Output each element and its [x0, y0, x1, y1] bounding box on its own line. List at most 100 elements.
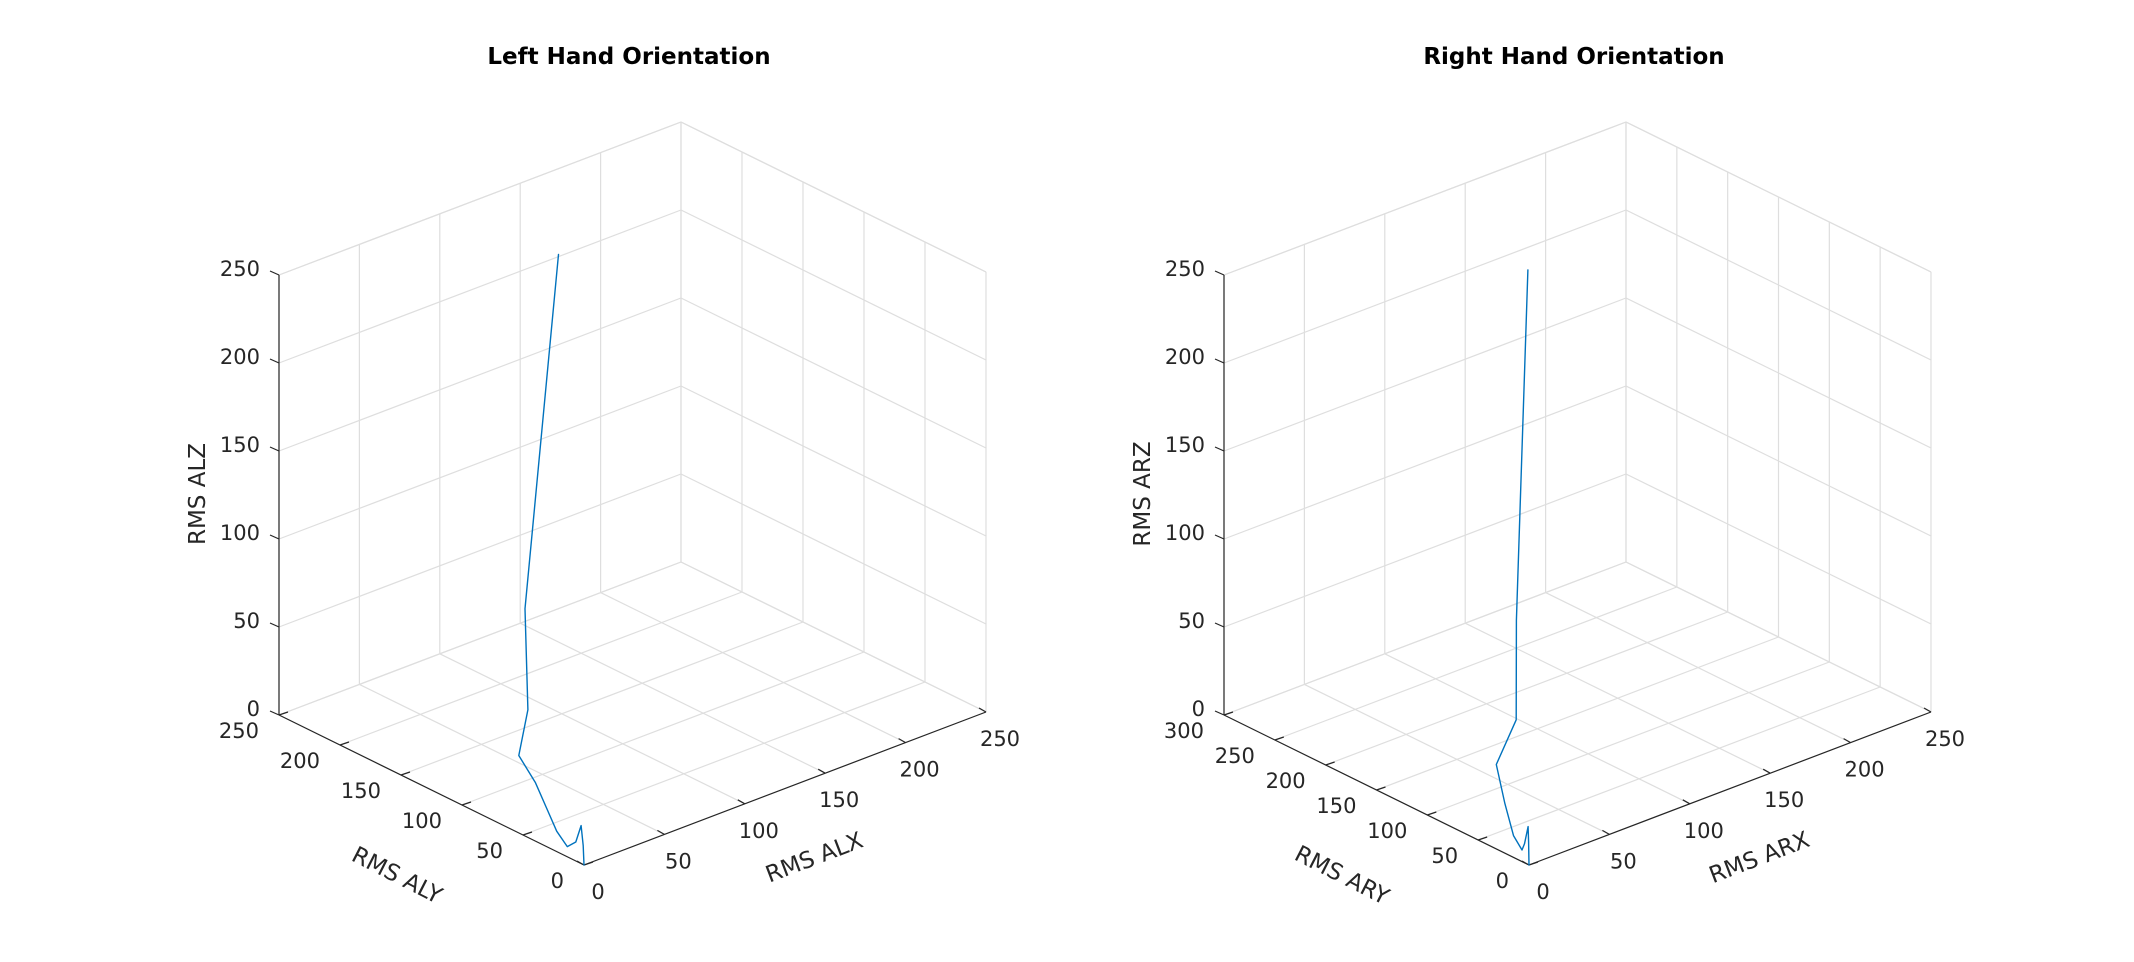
wall-x-grid-z	[1625, 385, 1932, 537]
wall-x-grid-z	[1625, 561, 1932, 713]
z-tick-label: 200	[1165, 345, 1205, 369]
z-tick	[269, 534, 280, 540]
z-tick	[1214, 534, 1225, 540]
box-edge	[680, 121, 987, 273]
y-tick	[1528, 861, 1539, 866]
z-tick	[269, 358, 280, 364]
floor-grid-y	[461, 651, 865, 806]
z-tick	[1214, 622, 1225, 628]
y-axis-label: RMS ARY	[1290, 841, 1394, 911]
x-tick	[898, 738, 906, 744]
z-tick	[1214, 710, 1225, 716]
y-tick-label: 150	[341, 779, 381, 803]
z-tick	[269, 270, 280, 276]
y-tick-label: 200	[1266, 769, 1306, 793]
z-tick-label: 50	[233, 609, 260, 633]
x-tick-label: 250	[980, 727, 1020, 751]
wall-x-grid-z	[680, 473, 987, 625]
y-tick-label: 250	[1215, 744, 1255, 768]
x-tick	[1762, 768, 1771, 774]
y-tick	[461, 801, 472, 806]
x-tick-label: 100	[1684, 819, 1724, 843]
z-tick-label: 0	[247, 697, 260, 721]
floor-grid-x	[439, 653, 746, 805]
wall-y-grid-z	[1223, 385, 1627, 540]
x-tick-label: 100	[739, 819, 779, 843]
floor-grid-y	[1376, 636, 1779, 791]
wall-y-grid-z	[1223, 473, 1627, 628]
y-tick-label: 100	[1367, 819, 1407, 843]
x-tick-label: 0	[1536, 880, 1549, 904]
wall-y-grid-z	[1223, 561, 1627, 716]
y-tick-label: 50	[1431, 844, 1458, 868]
wall-x-grid-z	[1625, 297, 1932, 449]
y-tick-label: 250	[219, 719, 259, 743]
z-tick-label: 150	[220, 433, 260, 457]
y-tick	[278, 711, 289, 716]
z-tick	[269, 710, 280, 716]
x-tick	[657, 829, 665, 835]
x-tick-label: 50	[665, 849, 692, 873]
wall-y-grid-z	[1223, 209, 1627, 364]
x-tick	[1521, 860, 1530, 866]
x-tick-label: 200	[900, 758, 940, 782]
floor-grid-y	[1325, 611, 1728, 766]
z-tick-label: 200	[220, 345, 260, 369]
x-tick-label: 0	[591, 880, 604, 904]
box-edge	[1223, 121, 1627, 276]
x-axis	[1528, 711, 1932, 866]
y-axis	[278, 714, 585, 866]
z-tick-label: 0	[1192, 697, 1205, 721]
floor-grid-x	[600, 592, 906, 744]
z-tick-label: 100	[220, 521, 260, 545]
y-tick	[1223, 711, 1234, 716]
chart-title: Right Hand Orientation	[1423, 44, 1724, 70]
x-tick-label: 150	[1764, 788, 1804, 812]
x-tick	[1682, 799, 1691, 805]
z-tick-label: 250	[220, 257, 260, 281]
wall-y-grid-z	[278, 473, 682, 628]
floor-grid-y	[1477, 686, 1881, 841]
y-tick-label: 0	[1496, 869, 1509, 893]
y-tick-label: 0	[551, 869, 564, 893]
y-tick-label: 50	[476, 839, 503, 863]
z-axis-label: RMS ARZ	[1130, 441, 1156, 546]
wall-x-grid-z	[680, 209, 987, 361]
wall-x-grid-z	[1625, 473, 1932, 625]
floor-grid-x	[359, 683, 665, 835]
x-tick	[1843, 738, 1851, 744]
y-tick-label: 150	[1316, 794, 1356, 818]
z-tick-label: 150	[1165, 433, 1205, 457]
x-tick-label: 150	[819, 788, 859, 812]
y-axis-label: RMS ALY	[347, 842, 446, 910]
x-axis	[583, 711, 987, 866]
y-tick	[1477, 836, 1488, 841]
z-tick	[1214, 358, 1225, 364]
y-tick	[1427, 811, 1437, 816]
x-tick	[817, 768, 826, 774]
wall-y-grid-z	[278, 209, 682, 364]
x-tick-label: 50	[1610, 849, 1637, 873]
y-tick-label: 300	[1164, 719, 1204, 743]
x-tick	[1602, 829, 1610, 835]
z-tick	[269, 622, 280, 628]
y-tick-label: 200	[280, 749, 320, 773]
chart-1: 0501001502002500501001502002503000501001…	[1130, 44, 1965, 911]
floor-grid-y	[522, 681, 926, 836]
x-tick-label: 250	[1925, 727, 1965, 751]
wall-x-grid-z	[680, 385, 987, 537]
z-tick-label: 50	[1178, 609, 1205, 633]
floor-grid-x	[519, 622, 826, 774]
floor-grid-y	[339, 591, 743, 746]
floor-grid-y	[1427, 661, 1830, 816]
z-tick-label: 250	[1165, 257, 1205, 281]
wall-y-grid-z	[278, 561, 682, 716]
x-tick	[1923, 707, 1932, 713]
box-edge	[278, 121, 682, 276]
x-tick	[576, 860, 585, 866]
z-tick-label: 100	[1165, 521, 1205, 545]
y-tick	[583, 861, 594, 866]
y-tick	[1376, 786, 1386, 791]
z-tick	[1214, 446, 1225, 452]
